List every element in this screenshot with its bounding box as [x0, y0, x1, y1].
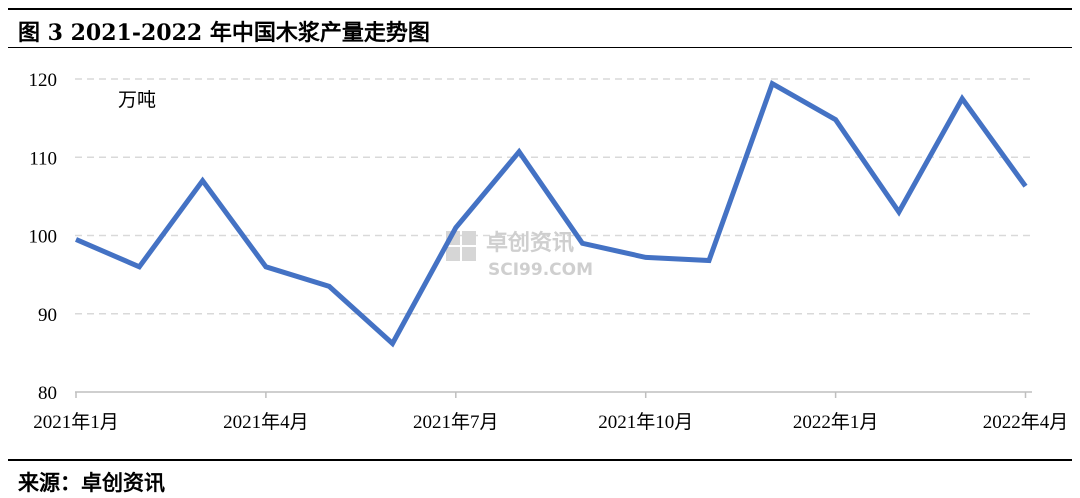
y-tick-label: 80	[38, 383, 57, 404]
y-tick-label: 120	[29, 70, 58, 91]
x-tick-label: 2022年4月	[983, 411, 1069, 433]
watermark-logo-block	[462, 247, 476, 261]
watermark-logo-block	[462, 231, 476, 245]
x-tick-label: 2022年1月	[793, 411, 879, 433]
y-tick-label: 100	[29, 227, 58, 248]
x-tick-label: 2021年4月	[223, 411, 309, 433]
top-rule	[8, 8, 1072, 10]
series	[75, 80, 1028, 348]
watermark-site: SCI99.COM	[488, 260, 593, 280]
bottom-rule	[8, 459, 1072, 461]
watermark-brand: 卓创资讯	[486, 231, 574, 256]
x-tick-label: 2021年1月	[33, 411, 119, 433]
series-line	[75, 80, 1028, 348]
watermark-logo-block	[446, 247, 460, 261]
unit-label: 万吨	[118, 89, 156, 111]
figure-title: 图 3 2021-2022 年中国木浆产量走势图	[18, 20, 430, 46]
title-rule	[8, 47, 1072, 48]
line-chart: 卓创资讯 SCI99.COM 80 90 100 110 120 2021年1月 2021年…	[29, 70, 1069, 433]
x-tick-label: 2021年7月	[413, 411, 499, 433]
y-tick-label: 110	[29, 148, 57, 169]
source-note: 来源：卓创资讯	[18, 470, 165, 495]
watermark-logo: 卓创资讯 SCI99.COM	[446, 231, 593, 280]
y-tick-label: 90	[38, 305, 57, 326]
gridlines	[75, 78, 1032, 315]
x-tick-label: 2021年10月	[598, 411, 693, 433]
axes: 80 90 100 110 120 2021年1月 2021年4月 2021年7月 2021年1…	[29, 70, 1069, 433]
